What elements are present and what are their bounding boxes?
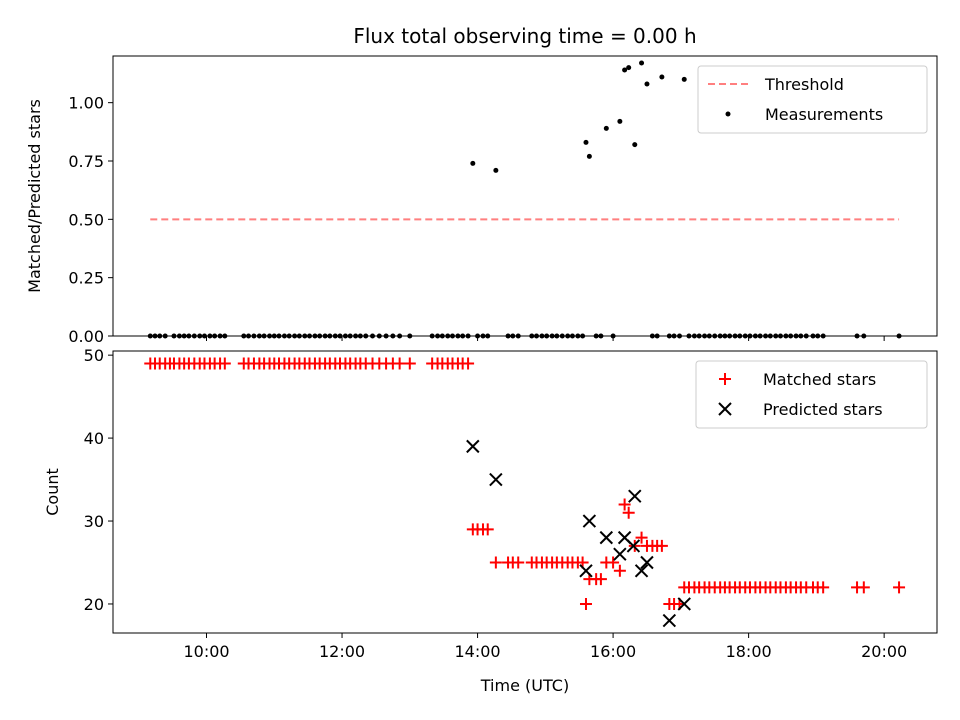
- measurement-point: [681, 76, 687, 82]
- matched-star-point: [579, 597, 592, 610]
- x-tick-label: 18:00: [726, 642, 772, 661]
- y-tick-label: 0.25: [68, 269, 104, 288]
- predicted-star-point: [613, 547, 627, 561]
- measurement-point: [493, 167, 499, 173]
- chart-title: Flux total observing time = 0.00 h: [353, 24, 696, 48]
- measurement-point: [617, 118, 623, 124]
- bottom-x-axis-label: Time (UTC): [480, 676, 569, 695]
- legend-measurements-swatch: [725, 111, 731, 117]
- x-tick-label: 14:00: [455, 642, 501, 661]
- top-axes: 0.00 0.25 0.50 0.75 1.00 Matched/Predicted s…: [25, 55, 938, 346]
- matched-star-point: [613, 564, 626, 577]
- measurement-point: [632, 142, 638, 148]
- x-tick-label: 12:00: [319, 642, 365, 661]
- top-legend-box: [697, 65, 928, 134]
- y-tick-label: 0.50: [68, 210, 104, 229]
- matched-star-point: [655, 539, 668, 552]
- predicted-star-point: [489, 472, 503, 487]
- matched-star-point: [817, 581, 830, 594]
- matched-star-point: [481, 523, 494, 536]
- legend-predicted-swatch: [718, 402, 732, 416]
- predicted-star-point: [626, 539, 641, 553]
- bottom-y-axis-label: Count: [43, 468, 62, 516]
- legend-predicted-label: Predicted stars: [763, 400, 883, 419]
- top-ticks: 0.00 0.25 0.50 0.75 1.00: [68, 94, 885, 346]
- y-tick-label: 40: [84, 429, 104, 448]
- x-tick-label: 10:00: [183, 642, 229, 661]
- predicted-star-point: [662, 613, 677, 628]
- measurement-point: [659, 74, 665, 80]
- matched-star-point: [893, 581, 906, 594]
- legend-matched-label: Matched stars: [763, 370, 876, 389]
- measurement-point: [622, 67, 628, 73]
- predicted-star-point: [582, 514, 597, 528]
- y-tick-label: 30: [84, 512, 104, 531]
- bottom-plot-area: [144, 357, 906, 628]
- measurement-point: [626, 65, 632, 71]
- matched-star-point: [512, 556, 525, 569]
- measurement-point: [470, 160, 476, 166]
- x-tick-label: 20:00: [861, 642, 907, 661]
- top-legend: Threshold Measurements: [697, 65, 928, 134]
- matched-star-point: [607, 556, 620, 569]
- matched-star-point: [489, 556, 502, 569]
- matched-star-point: [594, 573, 607, 586]
- measurement-point: [644, 81, 650, 87]
- bottom-legend: Matched stars Predicted stars: [695, 360, 928, 429]
- predicted-star-point: [634, 564, 649, 578]
- measurement-point: [603, 125, 609, 131]
- y-tick-label: 20: [84, 595, 104, 614]
- legend-measurements-label: Measurements: [765, 105, 883, 124]
- predicted-star-point: [599, 530, 614, 545]
- legend-matched-swatch: [719, 373, 731, 385]
- matched-star-point: [462, 357, 475, 370]
- legend-threshold-label: Threshold: [764, 75, 844, 94]
- top-y-axis-label: Matched/Predicted stars: [25, 99, 44, 293]
- y-tick-label: 1.00: [68, 94, 104, 113]
- y-tick-label: 50: [84, 346, 104, 365]
- predicted-star-point: [579, 564, 593, 578]
- matched-star-point: [218, 357, 231, 370]
- predicted-star-point: [677, 597, 691, 611]
- matched-star-point: [622, 506, 635, 519]
- bottom-legend-box: [695, 360, 928, 429]
- top-axes-frame: [112, 55, 938, 337]
- matched-star-point: [635, 531, 648, 544]
- matched-star-point: [618, 498, 631, 511]
- matched-star-point: [393, 357, 406, 370]
- measurement-point: [586, 153, 592, 159]
- matched-star-point: [857, 581, 870, 594]
- measurement-point: [583, 139, 589, 145]
- y-tick-label: 0.75: [68, 152, 104, 171]
- bottom-axes-frame: [112, 350, 938, 634]
- bottom-ticks: 10:00 12:00 14:00 16:00 18:00 20:00 20 30 40 50: [84, 346, 908, 661]
- x-tick-label: 16:00: [590, 642, 636, 661]
- y-tick-label: 0.00: [68, 327, 104, 346]
- predicted-star-point: [466, 439, 480, 454]
- predicted-star-point: [640, 555, 654, 570]
- bottom-axes: 10:00 12:00 14:00 16:00 18:00 20:00 20 30 40 50 C…: [43, 346, 938, 695]
- measurement-point: [639, 60, 645, 66]
- predicted-star-point: [628, 489, 642, 503]
- matched-star-point: [403, 357, 416, 370]
